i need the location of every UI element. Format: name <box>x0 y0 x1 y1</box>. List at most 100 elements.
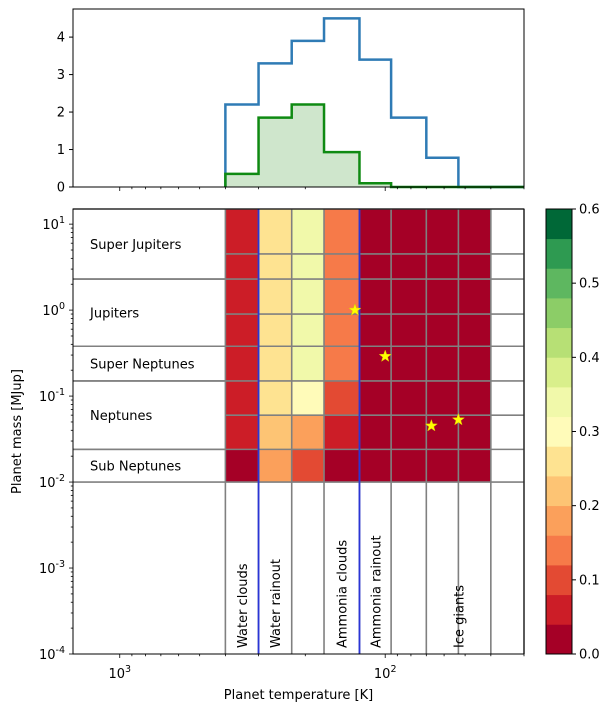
colorbar-tick-label: 0.5 <box>579 277 600 292</box>
top-axes-frame <box>72 8 525 188</box>
heatmap-cell <box>258 346 292 381</box>
star-marker <box>424 418 438 432</box>
heatmap-cell <box>391 380 427 416</box>
top-histogram-fill-layer <box>225 104 524 187</box>
heatmap-cell <box>391 346 427 381</box>
heatmap-cell <box>258 415 292 450</box>
heatmap-cell <box>291 346 325 381</box>
ytick-label: 101 <box>42 215 65 233</box>
star-marker <box>378 349 392 362</box>
colorbar-tick-label: 0.0 <box>579 648 600 663</box>
heatmap-cell <box>324 380 360 416</box>
heatmap-cell <box>359 415 392 450</box>
mass-region-label: Super Neptunes <box>90 358 195 373</box>
star-marker <box>451 412 466 426</box>
x-axis-label: Planet temperature [K] <box>224 688 373 703</box>
heatmap-cell <box>258 279 292 315</box>
heatmap-cell <box>291 253 325 280</box>
heatmap-cell <box>324 449 360 483</box>
heatmap-cell <box>291 380 325 416</box>
heatmap-cell <box>458 449 491 483</box>
temperature-region-label: Water clouds <box>236 563 251 648</box>
colorbar-segment <box>546 268 572 299</box>
temperature-region-label: Ice giants <box>453 585 468 648</box>
heatmap-cell <box>426 380 459 416</box>
heatmap-cell <box>258 380 292 416</box>
colorbar-segment <box>546 594 572 625</box>
xtick-label: 102 <box>374 664 397 682</box>
heatmap-cell <box>225 415 259 450</box>
heatmap-cell <box>225 449 259 483</box>
ytick-label: 10-4 <box>39 645 65 663</box>
ytick-label: 10-1 <box>39 387 65 405</box>
heatmap-cell <box>324 209 360 254</box>
heatmap-cell <box>291 314 325 347</box>
heatmap-cell <box>426 449 459 483</box>
heatmap-cell <box>426 346 459 381</box>
heatmap-cell <box>225 314 259 347</box>
temperature-region-label: Ammonia rainout <box>369 535 384 648</box>
heatmap-cell-layer <box>225 209 491 483</box>
colorbar-segment <box>546 505 572 536</box>
colorbar-tick-label: 0.6 <box>579 203 600 218</box>
heatmap-cell <box>258 314 292 347</box>
heatmap-cell <box>391 415 427 450</box>
colorbar-tick-label: 0.4 <box>579 351 600 366</box>
heatmap-cell <box>458 253 491 280</box>
xtick-label: 103 <box>108 664 131 682</box>
heatmap-cell <box>324 346 360 381</box>
heatmap-cell <box>426 279 459 315</box>
colorbar-tick-label: 0.2 <box>579 499 600 514</box>
heatmap-cell <box>426 314 459 347</box>
heatmap-cell <box>324 314 360 347</box>
heatmap-cell <box>391 253 427 280</box>
heatmap-cell <box>458 314 491 347</box>
ytick-label: 10-2 <box>39 473 65 491</box>
heatmap-cell <box>458 209 491 254</box>
heatmap-cell <box>359 346 392 381</box>
heatmap-cell <box>458 415 491 450</box>
heatmap-cell <box>225 380 259 416</box>
y-axis-label: Planet mass [MJup] <box>10 369 25 494</box>
star-marker <box>348 303 362 316</box>
colorbar-tick-label: 0.1 <box>579 573 600 588</box>
heatmap-cell <box>324 253 360 280</box>
heatmap-cell <box>258 253 292 280</box>
heatmap-cell <box>359 209 392 254</box>
heatmap-cell <box>458 279 491 315</box>
top-ytick-label: 4 <box>57 31 65 46</box>
heatmap-cell <box>291 279 325 315</box>
colorbar-tick-label: 0.3 <box>579 425 600 440</box>
mass-region-label: Sub Neptunes <box>90 460 181 475</box>
heatmap-cell <box>359 279 392 315</box>
axes-frame-layer <box>72 8 525 655</box>
colorbar-segment <box>546 357 572 388</box>
star-marker-layer <box>348 303 466 432</box>
histogram-fill-1 <box>225 104 524 187</box>
temperature-region-label: Ammonia clouds <box>336 540 351 648</box>
blue-line-layer <box>257 209 361 654</box>
colorbar-segment <box>546 209 572 240</box>
heatmap-cell <box>458 380 491 416</box>
top-ytick-label: 0 <box>57 181 65 196</box>
heatmap-cell <box>359 380 392 416</box>
heatmap-cell <box>225 346 259 381</box>
heatmap-cell <box>291 415 325 450</box>
mass-region-label: Jupiters <box>89 307 139 322</box>
heatmap-cell <box>426 209 459 254</box>
top-ytick-label: 2 <box>57 106 65 121</box>
ytick-label: 100 <box>42 301 65 319</box>
heatmap-cell <box>225 253 259 280</box>
histogram-step-0 <box>224 17 524 189</box>
heatmap-cell <box>291 449 325 483</box>
heatmap-cell <box>258 209 292 254</box>
mass-region-label: Neptunes <box>90 409 153 424</box>
temperature-region-label: Water rainout <box>269 559 284 648</box>
heatmap-cell <box>391 279 427 315</box>
top-ytick-label: 3 <box>57 68 65 83</box>
heatmap-cell <box>258 449 292 483</box>
heatmap-cell <box>359 449 392 483</box>
tick-layer <box>69 36 525 658</box>
colorbar-segment <box>546 298 572 329</box>
heatmap-cell <box>359 314 392 347</box>
